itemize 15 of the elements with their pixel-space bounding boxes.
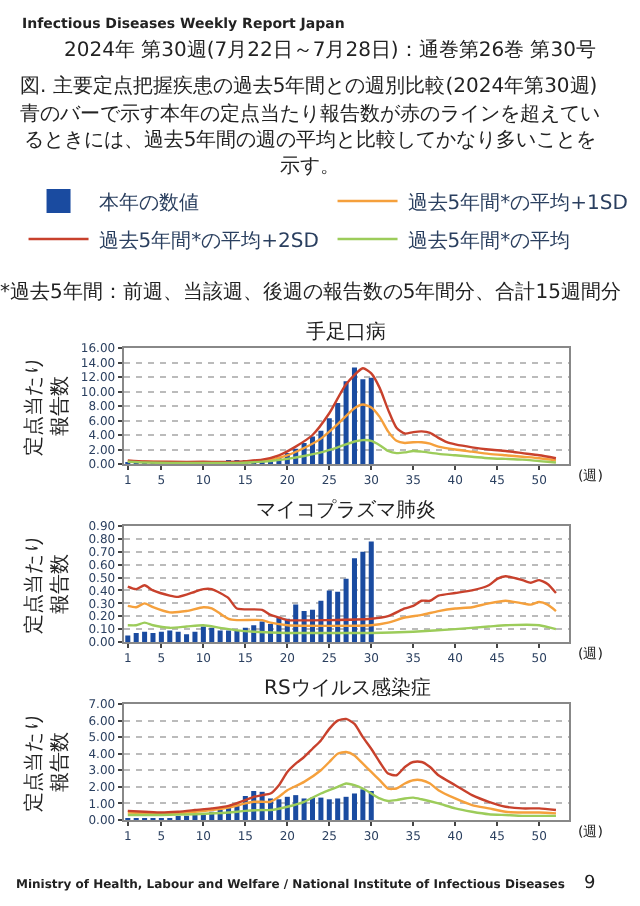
legend-label: 過去5年間*の平均+2SD: [98, 228, 320, 253]
text: *過去5年間：前週、当該週、後週の報告数の5年間分、合計15週間分: [0, 280, 621, 304]
text: 図. 主要定点把握疾患の過去5年間との週別比較(2024年第30週): [20, 74, 598, 98]
text: 青のバーで示す本年の定点当たり報告数が赤のラインを超えているときには、過去5年間の週の平均と比較してかなり多いことを示す。: [20, 102, 600, 178]
y-axis-title: 定点当たり報告数: [22, 534, 73, 635]
text: 9: [584, 874, 596, 894]
y-axis-title: 定点当たり報告数: [22, 356, 73, 457]
chart-title: RSウイルス感染症: [264, 676, 431, 700]
text: 2024年 第30週(7月22日～7月28日)：通巻第26巻 第30号: [64, 38, 596, 62]
chart-title: 手足口病: [306, 320, 386, 344]
chart-title: マイコプラズマ肺炎: [256, 498, 436, 522]
legend-label: 本年の数値: [98, 190, 199, 215]
legend-label: 過去5年間*の平均: [407, 228, 571, 253]
legend-label: 過去5年間*の平均+1SD: [407, 190, 629, 215]
y-axis-title: 定点当たり報告数: [22, 712, 73, 813]
